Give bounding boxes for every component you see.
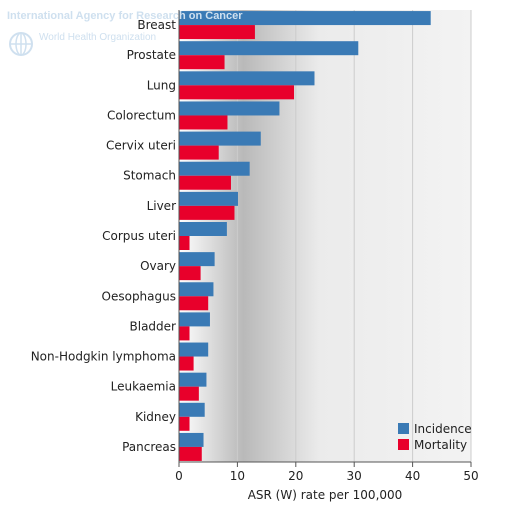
x-tick-label: 30 xyxy=(347,469,362,483)
bar-incidence xyxy=(179,191,238,206)
bar-mortality xyxy=(179,266,201,281)
bar-mortality xyxy=(179,386,199,401)
x-tick-label: 20 xyxy=(288,469,303,483)
bar-incidence xyxy=(179,222,227,236)
bar-mortality xyxy=(179,25,255,40)
category-label: Liver xyxy=(147,199,177,213)
bar-mortality xyxy=(179,296,209,311)
bar-mortality xyxy=(179,55,225,70)
category-label: Breast xyxy=(137,18,176,32)
legend: Incidence Mortality xyxy=(398,422,472,452)
bar-incidence xyxy=(179,71,315,86)
bar-mortality xyxy=(179,145,219,160)
bar-incidence xyxy=(179,252,215,267)
x-tick-label: 0 xyxy=(175,469,183,483)
x-axis-label: ASR (W) rate per 100,000 xyxy=(248,488,403,502)
bar-mortality xyxy=(179,356,194,371)
x-ticks: 0 10 20 30 40 50 xyxy=(175,462,479,483)
bar-incidence xyxy=(179,372,207,387)
bar-incidence xyxy=(179,161,250,176)
legend-label-incidence: Incidence xyxy=(414,422,472,436)
category-label: Colorectum xyxy=(107,108,176,122)
bar-incidence xyxy=(179,432,204,447)
category-label: Prostate xyxy=(127,48,176,62)
bars xyxy=(179,11,431,461)
bar-mortality xyxy=(179,115,228,130)
category-label: Bladder xyxy=(130,319,177,333)
bar-mortality xyxy=(179,236,190,250)
bar-mortality xyxy=(179,205,235,220)
category-label: Corpus uteri xyxy=(102,229,176,243)
category-label: Leukaemia xyxy=(111,380,176,394)
category-label: Lung xyxy=(147,78,176,92)
bar-mortality xyxy=(179,446,202,461)
category-label: Cervix uteri xyxy=(106,139,176,153)
x-tick-label: 50 xyxy=(463,469,478,483)
bar-mortality xyxy=(179,85,295,100)
bar-incidence xyxy=(179,312,210,327)
legend-label-mortality: Mortality xyxy=(414,438,467,452)
bar-mortality xyxy=(179,416,190,431)
category-label: Oesophagus xyxy=(102,289,176,303)
category-label: Kidney xyxy=(135,410,176,424)
x-tick-label: 10 xyxy=(230,469,245,483)
x-tick-label: 40 xyxy=(405,469,420,483)
bar-incidence xyxy=(179,41,359,56)
bar-incidence xyxy=(179,282,214,297)
legend-swatch-mortality xyxy=(398,439,409,450)
bar-mortality xyxy=(179,326,190,341)
bar-mortality xyxy=(179,175,231,190)
category-label: Pancreas xyxy=(122,440,176,454)
bar-incidence xyxy=(179,131,261,146)
bar-incidence xyxy=(179,402,205,417)
bar-incidence xyxy=(179,342,209,357)
bar-incidence xyxy=(179,101,280,116)
legend-swatch-incidence xyxy=(398,423,409,434)
category-labels: Breast Prostate Lung Colorectum Cervix uteri… xyxy=(31,18,177,454)
category-label: Non-Hodgkin lymphoma xyxy=(31,350,176,364)
category-label: Stomach xyxy=(123,169,176,183)
category-label: Ovary xyxy=(140,259,176,273)
bar-incidence xyxy=(179,11,431,26)
